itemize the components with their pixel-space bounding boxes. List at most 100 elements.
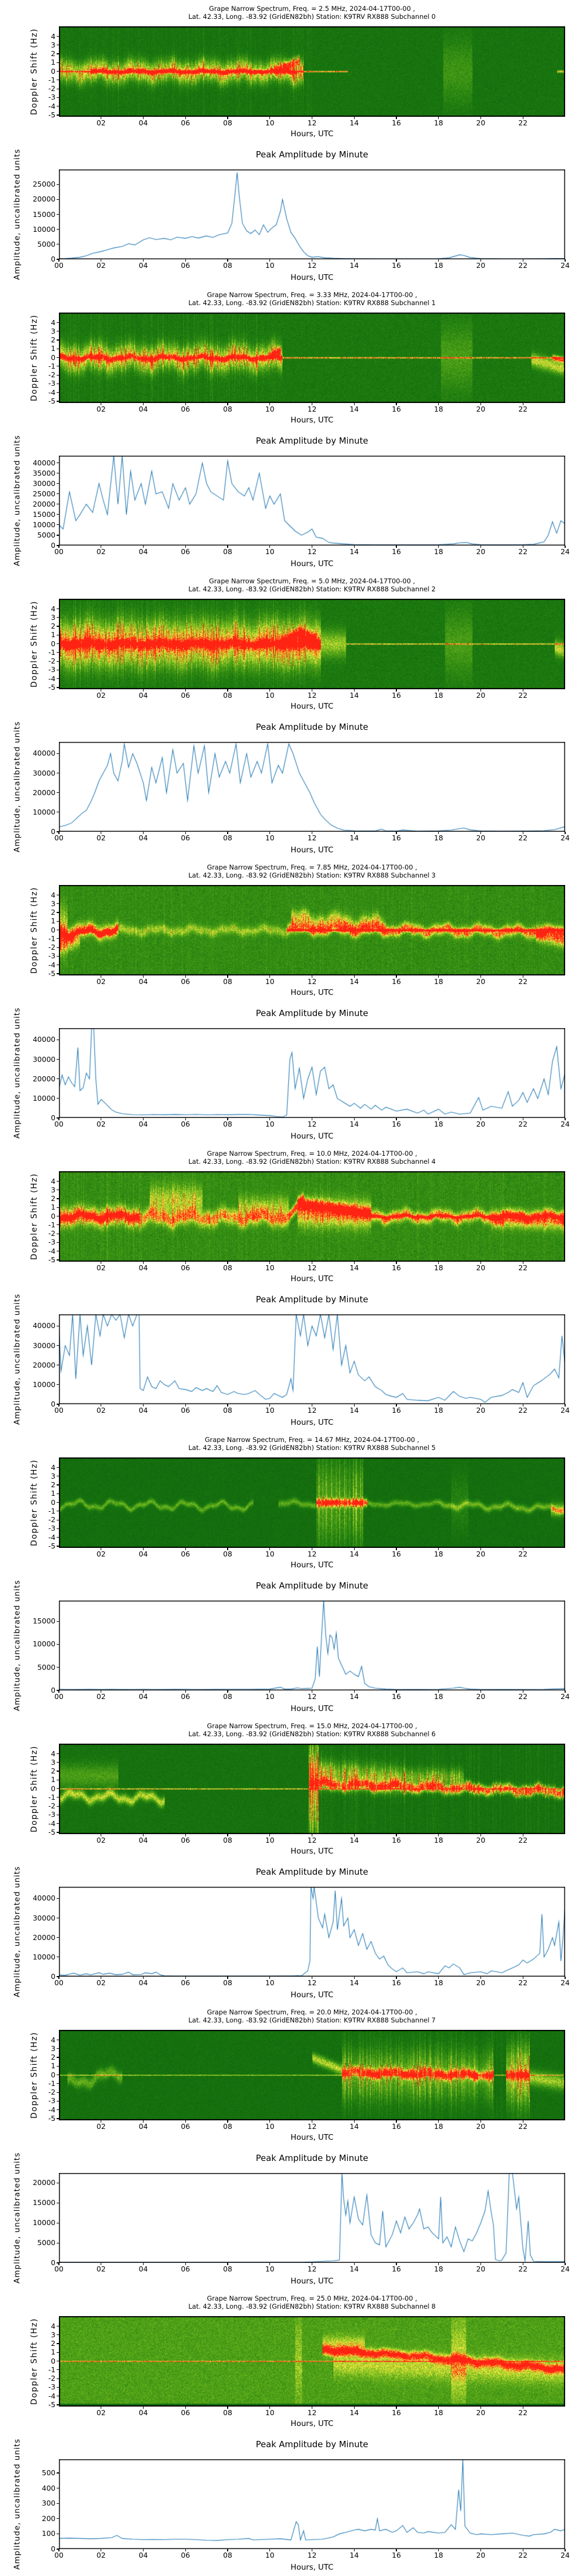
x-tick-label: 08 xyxy=(223,261,232,270)
x-tick-label: 10 xyxy=(265,2551,275,2559)
x-tick-label: 14 xyxy=(349,118,359,127)
x-tick-label: 08 xyxy=(223,977,232,986)
x-tick-mark xyxy=(185,832,186,834)
y-tick-label: 0 xyxy=(51,1400,55,1408)
x-tick-label: 02 xyxy=(96,1692,106,1701)
amplitude-y-axis-label: Amplitude, uncalibrated units xyxy=(13,721,22,853)
x-tick-mark xyxy=(480,975,482,978)
y-tick-mark xyxy=(57,2048,59,2049)
x-tick-mark xyxy=(438,975,439,978)
x-tick-label: 18 xyxy=(434,1978,443,1987)
x-tick-mark xyxy=(185,1834,186,1836)
x-tick-label: 08 xyxy=(223,118,232,127)
x-tick-mark xyxy=(438,2263,439,2265)
y-tick-mark xyxy=(57,62,59,63)
x-tick-mark xyxy=(142,403,144,405)
x-tick-mark xyxy=(142,1977,144,1979)
x-tick-mark xyxy=(438,1690,439,1693)
y-tick-mark xyxy=(57,1117,59,1119)
y-tick-label: 25000 xyxy=(33,180,55,189)
x-tick-mark xyxy=(269,1834,271,1836)
y-tick-label: 3 xyxy=(51,40,55,49)
y-tick-mark xyxy=(57,2334,59,2336)
panel-subchannel-0: Grape Narrow Spectrum, Freq. = 2.5 MHz, … xyxy=(0,0,572,286)
x-tick-mark xyxy=(227,832,228,834)
x-tick-label: 04 xyxy=(138,2551,148,2559)
x-tick-label: 18 xyxy=(434,1406,443,1415)
x-tick-mark xyxy=(353,259,355,262)
y-tick-label: -5 xyxy=(48,396,55,405)
amplitude-chart-canvas xyxy=(59,1028,565,1118)
x-tick-mark xyxy=(185,2263,186,2265)
x-tick-label: 02 xyxy=(96,2408,106,2417)
amplitude-chart-canvas xyxy=(59,1887,565,1977)
y-tick-label: 0 xyxy=(51,2356,55,2365)
y-tick-label: 10000 xyxy=(33,224,55,234)
y-tick-mark xyxy=(57,903,59,904)
x-tick-mark xyxy=(438,1834,439,1836)
x-tick-mark xyxy=(269,2407,271,2409)
x-tick-label: 12 xyxy=(307,2408,317,2417)
x-tick-label: 12 xyxy=(307,833,317,842)
x-tick-label: 14 xyxy=(349,1836,359,1844)
spectrogram-x-axis-label: Hours, UTC xyxy=(291,702,333,711)
spectrogram-canvas xyxy=(59,599,565,689)
x-tick-label: 02 xyxy=(96,1836,106,1844)
chart-title: Peak Amplitude by Minute xyxy=(256,1867,368,1877)
x-tick-label: 00 xyxy=(54,2551,63,2559)
amplitude-y-axis-label: Amplitude, uncalibrated units xyxy=(13,2438,22,2570)
x-tick-label: 12 xyxy=(307,1692,317,1701)
x-tick-label: 10 xyxy=(265,1836,275,1844)
x-tick-label: 10 xyxy=(265,1550,275,1558)
amplitude-y-axis-label: Amplitude, uncalibrated units xyxy=(13,148,22,280)
chart-title: Peak Amplitude by Minute xyxy=(256,1008,368,1018)
x-tick-label: 06 xyxy=(181,977,190,986)
y-tick-mark xyxy=(57,97,59,98)
y-tick-mark xyxy=(57,678,59,679)
x-tick-label: 00 xyxy=(54,1692,63,1701)
x-tick-label: 24 xyxy=(561,1692,570,1701)
x-tick-label: 00 xyxy=(54,547,63,556)
x-tick-label: 18 xyxy=(434,2551,443,2559)
amplitude-chart-canvas xyxy=(59,742,565,832)
x-tick-label: 08 xyxy=(223,1550,232,1558)
x-tick-label: 00 xyxy=(54,1120,63,1128)
x-tick-mark xyxy=(353,1977,355,1979)
x-tick-label: 22 xyxy=(518,1978,528,1987)
x-tick-label: 18 xyxy=(434,2408,443,2417)
x-tick-mark xyxy=(185,1977,186,1979)
y-tick-mark xyxy=(57,955,59,957)
chart-x-axis-label: Hours, UTC xyxy=(291,2277,333,2286)
y-tick-mark xyxy=(57,339,59,341)
spectrogram-title: Grape Narrow Spectrum, Freq. = 20.0 MHz,… xyxy=(59,2008,565,2024)
x-tick-mark xyxy=(438,403,439,405)
x-tick-label: 22 xyxy=(518,1120,528,1128)
x-tick-mark xyxy=(58,259,59,262)
x-tick-label: 12 xyxy=(307,1120,317,1128)
x-tick-mark xyxy=(269,832,271,834)
y-tick-label: 1 xyxy=(51,1489,55,1498)
y-tick-mark xyxy=(57,1207,59,1208)
y-tick-label: 1 xyxy=(51,1775,55,1784)
x-tick-label: 24 xyxy=(561,1978,570,1987)
x-tick-label: 06 xyxy=(181,1263,190,1272)
spectrogram-title: Grape Narrow Spectrum, Freq. = 25.0 MHz,… xyxy=(59,2294,565,2310)
y-tick-label: -4 xyxy=(48,2391,55,2400)
x-tick-mark xyxy=(227,2263,228,2265)
y-tick-mark xyxy=(57,2065,59,2067)
x-tick-mark xyxy=(438,2120,439,2123)
x-tick-label: 08 xyxy=(223,1978,232,1987)
x-tick-mark xyxy=(269,403,271,405)
x-tick-label: 12 xyxy=(307,405,317,413)
spectrogram-title-line1: Grape Narrow Spectrum, Freq. = 14.67 MHz… xyxy=(205,1436,419,1444)
y-tick-label: 4 xyxy=(51,2321,55,2330)
y-tick-mark xyxy=(57,973,59,974)
amplitude-y-axis-label: Amplitude, uncalibrated units xyxy=(13,1866,22,1998)
spectrogram-title-line2: Lat. 42.33, Long. -83.92 (GridEN82bh) St… xyxy=(188,2016,436,2024)
x-tick-label: 18 xyxy=(434,1692,443,1701)
x-tick-label: 14 xyxy=(349,977,359,986)
x-tick-label: 08 xyxy=(223,405,232,413)
y-tick-label: 0 xyxy=(51,639,55,648)
spectrogram-canvas xyxy=(59,26,565,117)
